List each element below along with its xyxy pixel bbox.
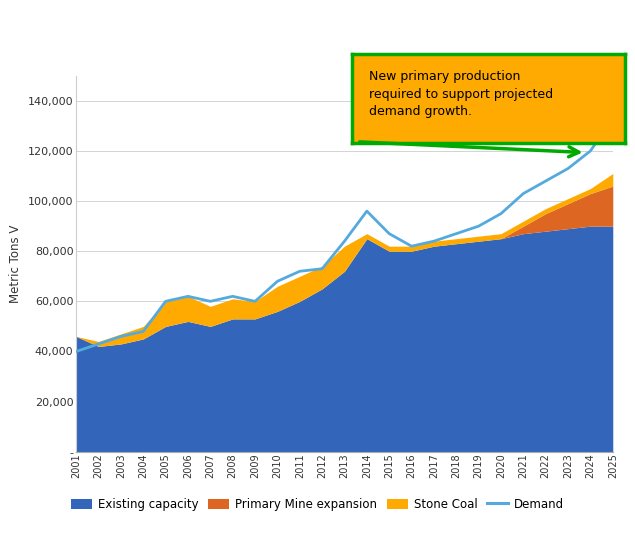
Y-axis label: Metric Tons V: Metric Tons V — [10, 225, 22, 303]
Legend: Existing capacity, Primary Mine expansion, Stone Coal, Demand: Existing capacity, Primary Mine expansio… — [70, 498, 565, 511]
Text: New primary production
required to support projected
demand growth.: New primary production required to suppo… — [369, 70, 553, 118]
Text: Vanadium Supply and Demand: Vanadium Supply and Demand — [10, 27, 369, 47]
